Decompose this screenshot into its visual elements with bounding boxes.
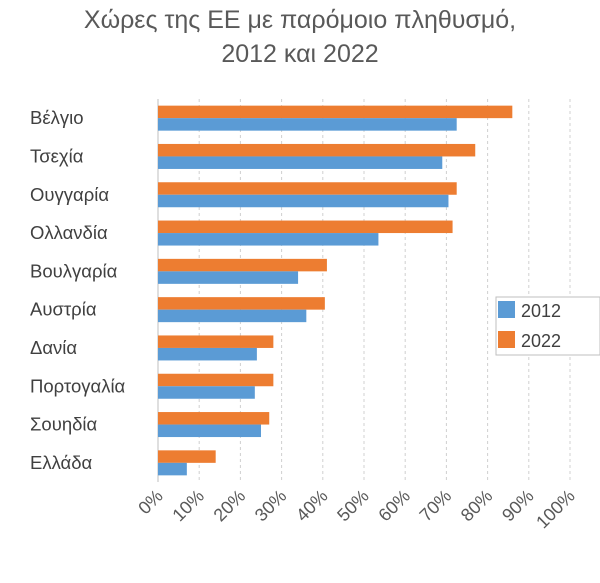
bar-2022	[158, 335, 274, 348]
x-tick-label: 40%	[292, 486, 332, 526]
category-label: Ελλάδα	[30, 452, 93, 473]
bar-2022	[158, 373, 274, 387]
legend-swatch-2012	[498, 301, 515, 318]
legend-swatch-2022	[498, 331, 515, 348]
x-tick-label: 80%	[457, 486, 497, 526]
bar-2022	[158, 105, 513, 119]
category-label: Δανία	[30, 337, 77, 358]
category-label: Ουγγαρία	[30, 184, 109, 205]
bar-2012	[158, 194, 449, 208]
category-label: Βουλγαρία	[30, 260, 118, 281]
chart-title-line-2: 2012 και 2022	[221, 40, 379, 68]
bar-2022	[158, 297, 325, 310]
bar-2022	[158, 450, 216, 463]
bar-2022	[158, 258, 327, 272]
x-tick-label: 70%	[416, 486, 456, 526]
legend-label-2022: 2022	[521, 331, 561, 351]
bar-2012	[158, 347, 257, 361]
category-label: Σουηδία	[30, 414, 98, 435]
bar-2012	[158, 118, 457, 131]
x-tick-label: 100%	[532, 486, 579, 533]
chart-title-line-1: Χώρες της ΕΕ με παρόμοιο πληθυσμό,	[83, 6, 517, 34]
bar-2012	[158, 386, 255, 399]
legend-label-2012: 2012	[521, 301, 561, 321]
x-tick-label: 10%	[168, 486, 208, 526]
x-tick-label: 0%	[134, 486, 167, 519]
category-label: Βέλγιο	[30, 107, 84, 128]
bar-2012	[158, 424, 261, 438]
category-label: Αυστρία	[30, 299, 97, 320]
category-label: Τσεχία	[30, 145, 84, 166]
x-tick-label: 30%	[251, 486, 291, 526]
bar-2022	[158, 182, 457, 195]
bar-2022	[158, 220, 453, 234]
bar-2012	[158, 271, 299, 284]
x-tick-label: 90%	[498, 486, 538, 526]
x-tick-label: 20%	[210, 486, 250, 526]
bar-2012	[158, 309, 307, 323]
category-label: Πορτογαλία	[30, 375, 126, 396]
bar-2012	[158, 233, 379, 246]
x-tick-label: 50%	[333, 486, 373, 526]
bar-2012	[158, 156, 443, 169]
category-label: Ολλανδία	[30, 222, 108, 243]
bar-2012	[158, 462, 187, 476]
bar-2022	[158, 412, 270, 425]
x-tick-label: 60%	[374, 486, 414, 526]
bar-2022	[158, 143, 476, 157]
